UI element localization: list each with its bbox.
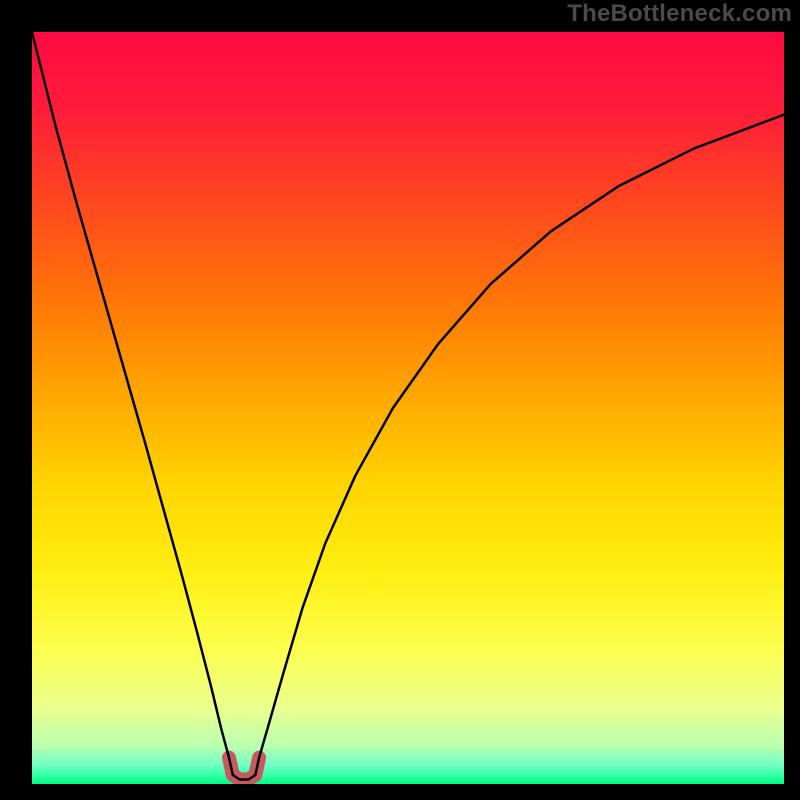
chart-svg <box>32 32 784 784</box>
watermark-text: TheBottleneck.com <box>567 0 792 28</box>
bottleneck-chart <box>32 32 784 784</box>
chart-background <box>32 32 784 784</box>
